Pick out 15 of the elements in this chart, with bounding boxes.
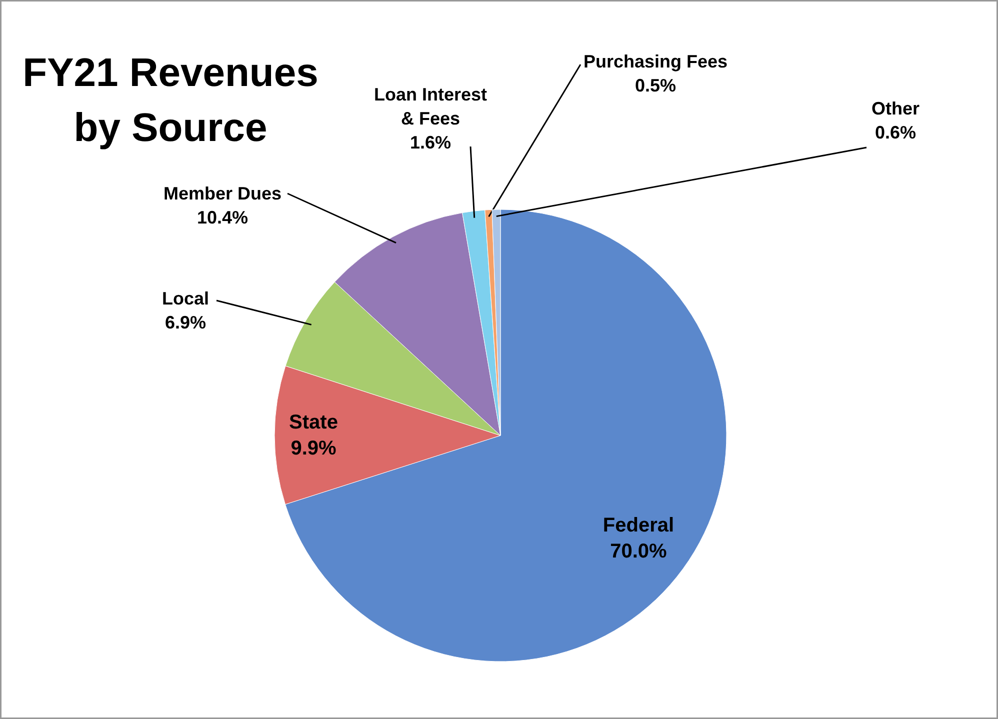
slice-label: Purchasing Fees (583, 52, 728, 72)
slice-label: Loan Interest & Fees (374, 84, 488, 128)
slice-label: State (289, 411, 338, 434)
data-label: 0.5% (634, 76, 676, 96)
data-label: 1.6% (410, 132, 452, 152)
data-label: 9.9% (290, 438, 337, 460)
data-label: 0.6% (874, 122, 916, 142)
slice-label: Other (871, 98, 920, 118)
slice-label: Federal (602, 514, 674, 536)
text: FY21 Revenues by Source (22, 51, 318, 150)
data-label: 70.0% (610, 540, 668, 563)
slice-label: Member Dues (163, 184, 282, 204)
slice-label: Local (162, 288, 210, 308)
data-label: 10.4% (196, 208, 248, 228)
data-label: 6.9% (164, 312, 206, 332)
